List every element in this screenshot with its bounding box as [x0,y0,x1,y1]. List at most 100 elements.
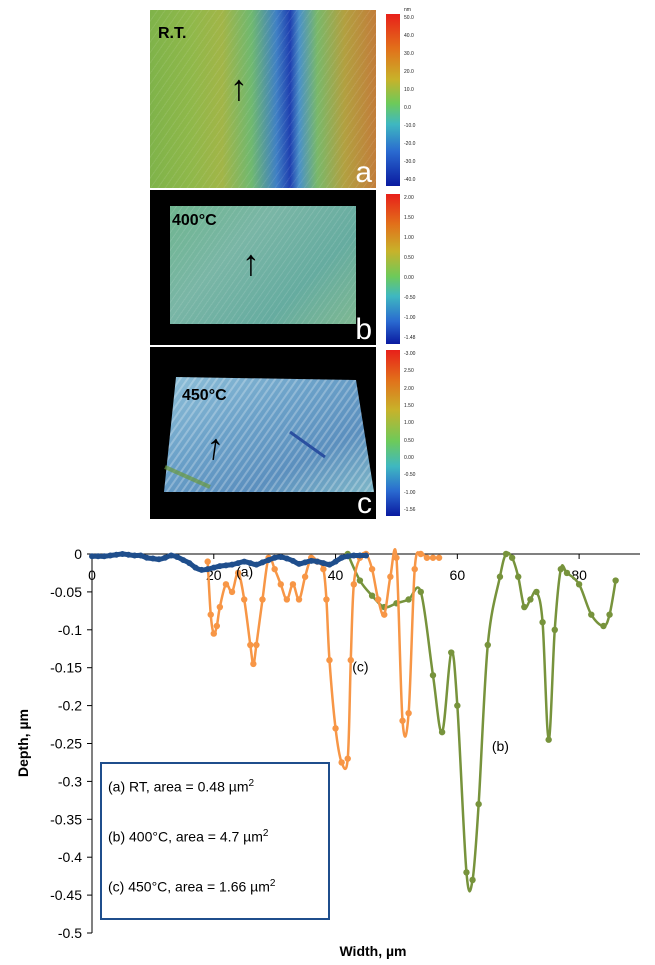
series-point-b [588,611,595,618]
y-tick-label: -0.45 [50,887,82,903]
series-point-a [155,556,162,563]
series-point-a [314,558,321,565]
series-line-c [206,548,440,771]
series-point-a [332,558,339,565]
colorbar-tick: 1.00 [404,420,414,427]
legend-text-a: (a) RT, area = 0.48 µm [108,778,249,795]
series-point-c [301,573,309,580]
panel-b-temperature-label: 400°C [172,212,217,229]
y-tick-label: -0.05 [50,584,82,600]
colorbar-tick: 40.0 [404,33,414,39]
series-point-c [234,569,242,577]
series-point-b [448,649,455,656]
series-point-b [606,611,613,618]
series-point-a [125,551,132,558]
y-axis-label: Depth, µm [15,709,31,777]
colorbar-tick: 1.50 [404,403,414,409]
panel-c-temperature-label: 450°C [182,387,227,404]
depth-profile-chart: 0 -0.05 -0.1 -0.15 -0.2 -0.25 -0.3 -0.35 -0.4 -0.… [15,546,640,959]
series-point-c [435,554,443,561]
image-panel-b: 400°C ↑ b [150,190,376,345]
colorbar-tick: -1.56 [404,507,416,513]
panel-a-temperature-label: R.T. [158,25,187,42]
series-point-a [210,564,217,571]
series-point-c [332,725,339,732]
series-point-a [137,552,144,559]
panel-b-letter: b [355,313,372,345]
series-point-c [429,554,437,561]
colorbar-tick: -1.00 [404,315,416,321]
x-tick-label: 40 [328,567,344,583]
series-point-c [283,596,291,603]
colorbar-tick: -1.48 [404,335,416,341]
colorbar-tick: 20.0 [404,69,414,75]
series-point-c [289,581,297,588]
series-point-c [399,717,406,724]
series-annotation-c: (c) [352,658,368,674]
series-point-c [326,656,333,664]
series-point-b [484,641,491,649]
series-point-a [271,554,278,561]
colorbar-c [386,350,400,516]
series-point-b [502,550,510,558]
series-point-b [438,728,446,736]
series-point-a [344,553,351,560]
series-point-a [204,566,211,573]
series-point-b [356,577,364,584]
y-tick-label: -0.15 [50,660,82,676]
series-point-a [168,552,175,559]
series-point-a [180,557,187,564]
legend-sup-b: 2 [262,828,269,839]
series-point-b [521,603,528,611]
series-point-a [131,552,138,559]
y-tick-label: 0 [74,546,82,562]
colorbar-tick: 10.0 [404,87,414,93]
colorbar-b [386,194,400,344]
series-point-c [411,565,418,573]
colorbar-tick: 1.50 [404,215,414,221]
series-point-a [277,554,284,561]
colorbar-tick: 50.0 [404,15,414,21]
series-point-c [417,550,424,558]
series-point-c [295,596,303,603]
colorbar-tick: -30.0 [404,159,416,165]
legend-line-b: (b) 400°C, area = 4.7 µm2 [108,828,268,845]
series-point-b [551,626,558,633]
colorbar-tick: 2.00 [404,195,414,201]
series-point-a [296,560,303,567]
colorbar-tick: 0.00 [404,455,414,461]
series-point-a [143,554,150,561]
series-point-b [545,736,552,743]
series-point-b [417,588,424,596]
colorbar-tick: -40.0 [404,177,416,183]
colorbar-tick: 2.50 [404,368,414,375]
legend-sup-a: 2 [248,778,255,789]
x-tick-label: 0 [88,567,96,583]
colorbar-tick: 2.00 [404,385,414,392]
series-point-a [289,557,296,564]
series-point-a [95,553,102,560]
series-point-c [207,611,214,618]
panel-a-arrow-icon: ↑ [230,67,248,108]
series-point-c [423,554,431,561]
image-panel-a: R.T. ↑ a [150,10,376,188]
series-point-b [368,592,376,599]
series-point-a [101,553,108,560]
series-point-c [338,759,345,766]
series-point-a [192,564,199,571]
rt-scratch-texture [150,10,376,188]
colorbar-a [386,14,400,186]
series-point-c [405,709,412,717]
y-tick-label: -0.1 [58,622,82,638]
panel-a-letter: a [355,156,372,188]
series-point-a [253,561,260,568]
rt-height-map [150,10,376,188]
series-point-c [374,596,382,603]
series-point-c [387,573,394,580]
series-point-a [302,559,309,566]
colorbar-tick: -10.0 [404,123,416,129]
series-point-c [277,581,284,588]
400c-height-map [170,206,356,324]
series-point-a [350,552,357,559]
400c-texture [170,206,356,324]
